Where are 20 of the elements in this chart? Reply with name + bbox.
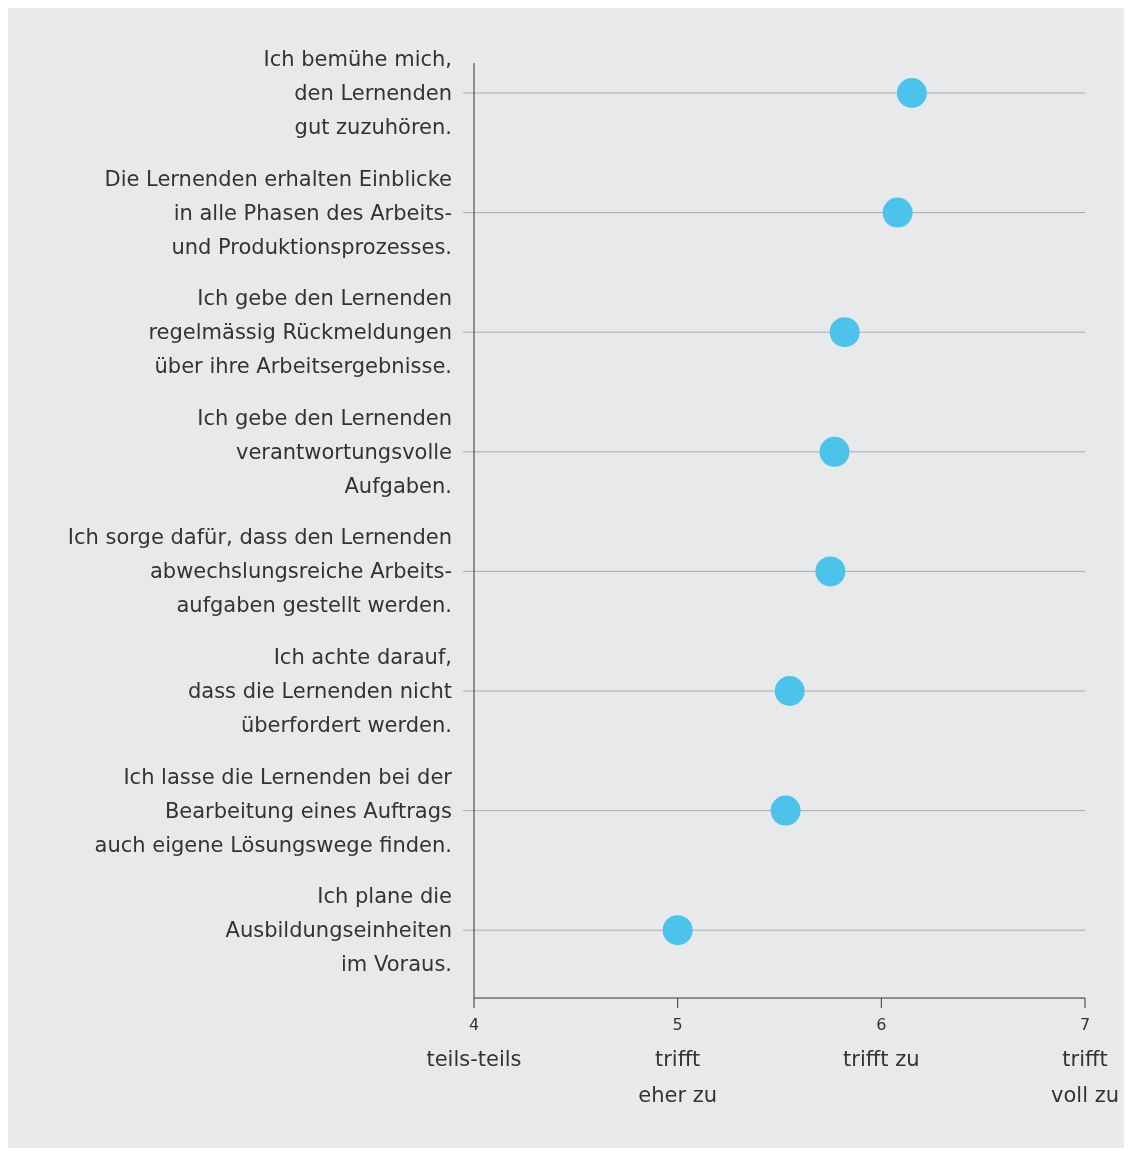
- x-tick-label: 4 teils-teils: [426, 1015, 522, 1071]
- y-tick-label: Ich gebe den Lernenden verantwortungsvolle Aufgaben.: [197, 405, 452, 498]
- point: [815, 556, 846, 587]
- x-tick-label: 5 trifft eher zu: [638, 1015, 718, 1107]
- point: [819, 436, 850, 467]
- y-tick-label: Ich gebe den Lernenden regelmässig Rückmeldungen über ihre Arbeitsergebnisse.: [148, 286, 452, 379]
- y-tick-label: Ich plane die Ausbildungseinheiten im Voraus.: [225, 884, 452, 977]
- point: [774, 676, 805, 706]
- point: [882, 197, 913, 228]
- y-tick-label: Ich achte darauf, dass die Lernenden nicht überfordert werden.: [187, 645, 452, 737]
- point: [662, 915, 693, 946]
- x-tick-label: 7 trifft voll zu: [1051, 1015, 1119, 1107]
- y-tick-label: Ich lasse die Lernenden bei der Bearbeitung eines Auftrags auch eigene Lösungswege finden.: [94, 764, 453, 857]
- y-tick-label: Ich sorge dafür, dass den Lernenden abwechslungsreiche Arbeits- aufgaben gestellt werden.: [67, 525, 452, 618]
- y-tick-label: Ich bemühe mich, den Lernenden gut zuzuhören.: [263, 47, 452, 139]
- point: [896, 78, 927, 108]
- point: [829, 317, 860, 348]
- y-tick-label: Die Lernenden erhalten Einblicke in alle Phasen des Arbeits- und Produktionsprozesses.: [104, 166, 452, 259]
- point: [770, 795, 801, 826]
- x-tick-label: 6 trifft zu: [843, 1015, 920, 1071]
